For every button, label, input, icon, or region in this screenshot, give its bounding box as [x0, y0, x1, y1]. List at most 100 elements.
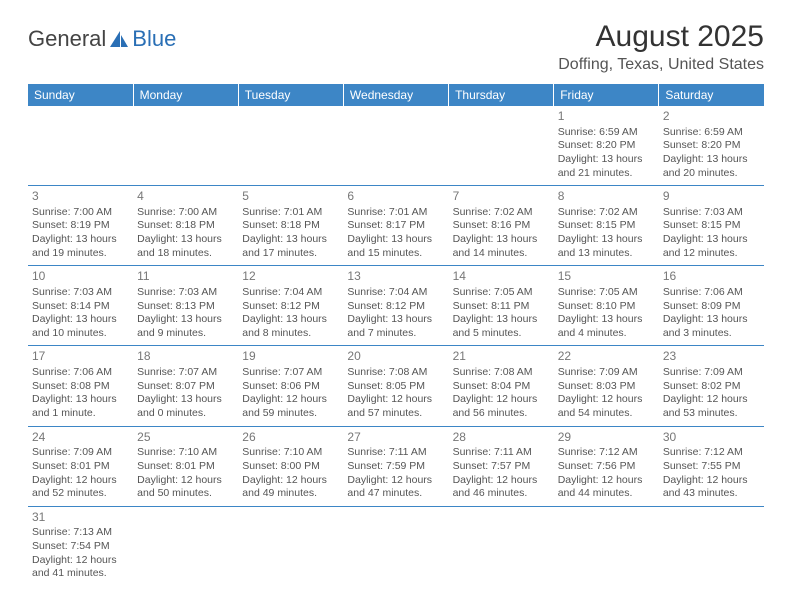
day-number: 25: [137, 430, 234, 446]
daylight-text: Daylight: 13 hours and 10 minutes.: [32, 313, 129, 340]
calendar-cell: 22Sunrise: 7:09 AMSunset: 8:03 PMDayligh…: [554, 346, 659, 426]
weekday-header-row: SundayMondayTuesdayWednesdayThursdayFrid…: [28, 84, 764, 106]
weekday-header: Monday: [133, 84, 238, 106]
daylight-text: Daylight: 13 hours and 9 minutes.: [137, 313, 234, 340]
sunrise-text: Sunrise: 7:04 AM: [347, 286, 444, 300]
daylight-text: Daylight: 13 hours and 1 minute.: [32, 393, 129, 420]
sunrise-text: Sunrise: 7:11 AM: [453, 446, 550, 460]
calendar-cell: [133, 506, 238, 586]
day-number: 29: [558, 430, 655, 446]
day-number: 12: [242, 269, 339, 285]
calendar-cell: 27Sunrise: 7:11 AMSunset: 7:59 PMDayligh…: [343, 426, 448, 506]
day-number: 13: [347, 269, 444, 285]
sunrise-text: Sunrise: 7:06 AM: [663, 286, 760, 300]
sunset-text: Sunset: 8:14 PM: [32, 300, 129, 314]
logo-text-2: Blue: [132, 26, 176, 52]
daylight-text: Daylight: 12 hours and 54 minutes.: [558, 393, 655, 420]
sunset-text: Sunset: 8:09 PM: [663, 300, 760, 314]
daylight-text: Daylight: 13 hours and 20 minutes.: [663, 153, 760, 180]
calendar-cell: 5Sunrise: 7:01 AMSunset: 8:18 PMDaylight…: [238, 186, 343, 266]
daylight-text: Daylight: 12 hours and 46 minutes.: [453, 474, 550, 501]
day-number: 19: [242, 349, 339, 365]
calendar-cell: 19Sunrise: 7:07 AMSunset: 8:06 PMDayligh…: [238, 346, 343, 426]
sunrise-text: Sunrise: 7:01 AM: [242, 206, 339, 220]
calendar-cell: 26Sunrise: 7:10 AMSunset: 8:00 PMDayligh…: [238, 426, 343, 506]
day-number: 28: [453, 430, 550, 446]
day-number: 14: [453, 269, 550, 285]
day-number: 10: [32, 269, 129, 285]
location-text: Doffing, Texas, United States: [558, 56, 764, 74]
calendar-cell: [554, 506, 659, 586]
daylight-text: Daylight: 13 hours and 4 minutes.: [558, 313, 655, 340]
sunrise-text: Sunrise: 7:10 AM: [137, 446, 234, 460]
daylight-text: Daylight: 12 hours and 52 minutes.: [32, 474, 129, 501]
page-header: General Blue August 2025 Doffing, Texas,…: [28, 20, 764, 74]
sunset-text: Sunset: 7:54 PM: [32, 540, 129, 554]
sunset-text: Sunset: 8:11 PM: [453, 300, 550, 314]
sunset-text: Sunset: 8:15 PM: [663, 219, 760, 233]
sunrise-text: Sunrise: 7:13 AM: [32, 526, 129, 540]
sunrise-text: Sunrise: 7:06 AM: [32, 366, 129, 380]
day-number: 2: [663, 109, 760, 125]
daylight-text: Daylight: 13 hours and 12 minutes.: [663, 233, 760, 260]
day-number: 15: [558, 269, 655, 285]
daylight-text: Daylight: 12 hours and 50 minutes.: [137, 474, 234, 501]
daylight-text: Daylight: 13 hours and 21 minutes.: [558, 153, 655, 180]
sunrise-text: Sunrise: 7:12 AM: [663, 446, 760, 460]
sunset-text: Sunset: 8:15 PM: [558, 219, 655, 233]
day-number: 9: [663, 189, 760, 205]
weekday-header: Saturday: [659, 84, 764, 106]
calendar-cell: 9Sunrise: 7:03 AMSunset: 8:15 PMDaylight…: [659, 186, 764, 266]
sunset-text: Sunset: 8:10 PM: [558, 300, 655, 314]
day-number: 5: [242, 189, 339, 205]
calendar-cell: 16Sunrise: 7:06 AMSunset: 8:09 PMDayligh…: [659, 266, 764, 346]
weekday-header: Wednesday: [343, 84, 448, 106]
title-block: August 2025 Doffing, Texas, United State…: [558, 20, 764, 74]
day-number: 30: [663, 430, 760, 446]
calendar-cell: 30Sunrise: 7:12 AMSunset: 7:55 PMDayligh…: [659, 426, 764, 506]
calendar-cell: [133, 106, 238, 186]
sunset-text: Sunset: 8:02 PM: [663, 380, 760, 394]
sunrise-text: Sunrise: 6:59 AM: [663, 126, 760, 140]
calendar-cell: 13Sunrise: 7:04 AMSunset: 8:12 PMDayligh…: [343, 266, 448, 346]
sunrise-text: Sunrise: 7:05 AM: [453, 286, 550, 300]
sunrise-text: Sunrise: 7:02 AM: [558, 206, 655, 220]
day-number: 23: [663, 349, 760, 365]
daylight-text: Daylight: 13 hours and 0 minutes.: [137, 393, 234, 420]
daylight-text: Daylight: 12 hours and 59 minutes.: [242, 393, 339, 420]
sunset-text: Sunset: 8:20 PM: [558, 139, 655, 153]
sunset-text: Sunset: 8:06 PM: [242, 380, 339, 394]
calendar-cell: 4Sunrise: 7:00 AMSunset: 8:18 PMDaylight…: [133, 186, 238, 266]
day-number: 8: [558, 189, 655, 205]
sunset-text: Sunset: 8:12 PM: [347, 300, 444, 314]
logo: General Blue: [28, 26, 176, 52]
sunrise-text: Sunrise: 6:59 AM: [558, 126, 655, 140]
calendar-week-row: 10Sunrise: 7:03 AMSunset: 8:14 PMDayligh…: [28, 266, 764, 346]
sunset-text: Sunset: 8:12 PM: [242, 300, 339, 314]
calendar-cell: 29Sunrise: 7:12 AMSunset: 7:56 PMDayligh…: [554, 426, 659, 506]
weekday-header: Thursday: [449, 84, 554, 106]
day-number: 18: [137, 349, 234, 365]
day-number: 16: [663, 269, 760, 285]
sunrise-text: Sunrise: 7:07 AM: [242, 366, 339, 380]
day-number: 20: [347, 349, 444, 365]
sunset-text: Sunset: 8:13 PM: [137, 300, 234, 314]
daylight-text: Daylight: 13 hours and 3 minutes.: [663, 313, 760, 340]
day-number: 1: [558, 109, 655, 125]
calendar-cell: 8Sunrise: 7:02 AMSunset: 8:15 PMDaylight…: [554, 186, 659, 266]
sunrise-text: Sunrise: 7:07 AM: [137, 366, 234, 380]
sunrise-text: Sunrise: 7:08 AM: [347, 366, 444, 380]
sunrise-text: Sunrise: 7:00 AM: [137, 206, 234, 220]
daylight-text: Daylight: 12 hours and 44 minutes.: [558, 474, 655, 501]
day-number: 11: [137, 269, 234, 285]
calendar-cell: [659, 506, 764, 586]
month-title: August 2025: [558, 20, 764, 54]
day-number: 6: [347, 189, 444, 205]
sunset-text: Sunset: 8:18 PM: [242, 219, 339, 233]
day-number: 4: [137, 189, 234, 205]
weekday-header: Sunday: [28, 84, 133, 106]
calendar-week-row: 17Sunrise: 7:06 AMSunset: 8:08 PMDayligh…: [28, 346, 764, 426]
calendar-cell: 15Sunrise: 7:05 AMSunset: 8:10 PMDayligh…: [554, 266, 659, 346]
daylight-text: Daylight: 12 hours and 43 minutes.: [663, 474, 760, 501]
calendar-cell: [343, 106, 448, 186]
